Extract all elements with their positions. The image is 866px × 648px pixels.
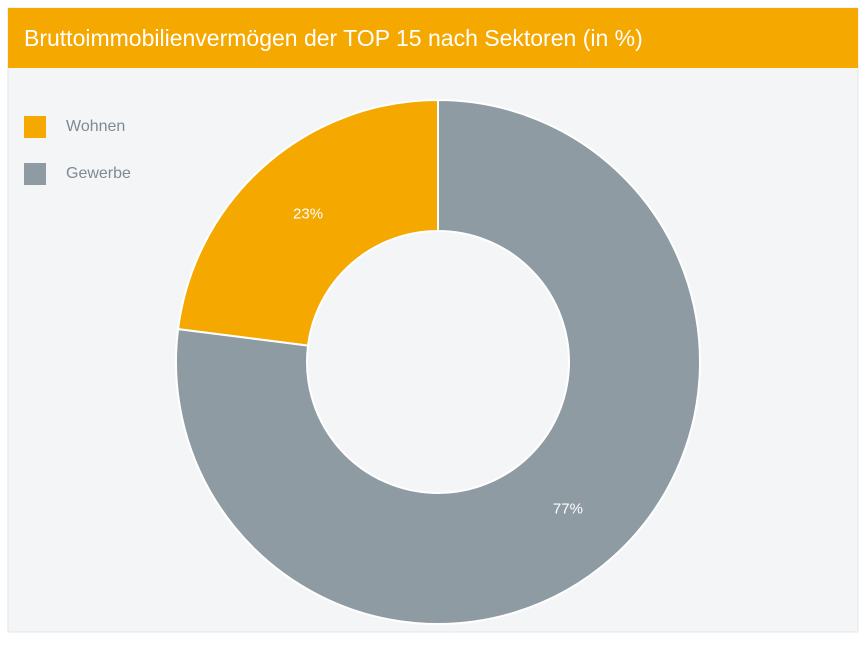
legend-swatch — [24, 116, 46, 138]
legend-swatch — [24, 163, 46, 185]
legend-label: Wohnen — [66, 118, 125, 135]
header — [8, 8, 858, 68]
donut-slice — [175, 98, 701, 625]
legend-label: Gewerbe — [66, 165, 131, 182]
chart-title: Bruttoimmobilienvermögen der TOP 15 nach… — [24, 25, 643, 51]
donut-slice — [176, 98, 439, 347]
data-label: 77% — [553, 500, 583, 517]
data-label: 23% — [293, 206, 323, 223]
